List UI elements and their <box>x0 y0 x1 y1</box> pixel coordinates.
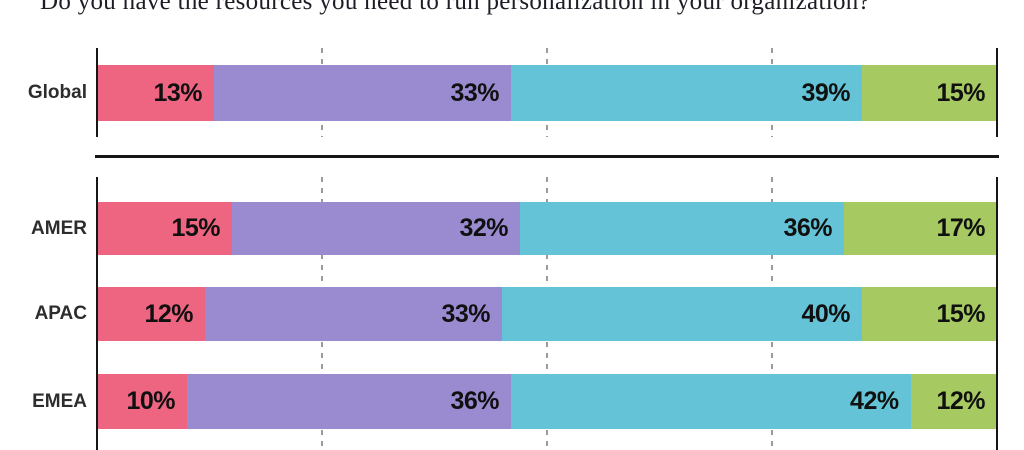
row-label-amer: AMER <box>31 217 87 239</box>
bar-row-global: Global 13% 33% 39% 15% <box>28 65 997 121</box>
segment-value-label: 36% <box>450 387 499 415</box>
axis-line-left <box>96 48 98 137</box>
axis-line-left <box>96 177 98 450</box>
segment-value-label: 17% <box>936 214 985 242</box>
bar-segment-3: 36% <box>520 202 844 255</box>
plot-regions: AMER 15% 32% 36% 17% APAC 12% 33% 40% 15% EMEA 10% 3… <box>31 177 998 450</box>
bar-rows-global: Global 13% 33% 39% 15% <box>28 48 997 137</box>
row-label-apac: APAC <box>34 303 87 324</box>
bar-segment-2: 33% <box>214 65 511 121</box>
group-separator-line <box>95 155 999 158</box>
axis-line-right <box>996 177 998 450</box>
segment-value-label: 15% <box>936 78 985 107</box>
segment-value-label: 36% <box>783 214 832 242</box>
segment-value-label: 39% <box>801 78 850 107</box>
segment-value-label: 33% <box>450 78 499 107</box>
bar-segment-1: 10% <box>97 374 187 429</box>
bar-segment-2: 32% <box>232 202 520 255</box>
bar-segment-4: 17% <box>844 202 997 255</box>
bar-row-amer: AMER 15% 32% 36% 17% <box>31 202 997 255</box>
segment-value-label: 13% <box>153 78 202 107</box>
segment-value-label: 12% <box>936 387 985 415</box>
bar-segment-1: 15% <box>97 202 232 255</box>
bar-segment-4: 15% <box>862 65 997 121</box>
segment-value-label: 33% <box>441 299 490 328</box>
chart-title: Do you have the resources you need to ru… <box>40 0 870 15</box>
segment-value-label: 15% <box>171 214 220 242</box>
segment-value-label: 42% <box>850 387 899 415</box>
bar-segment-1: 13% <box>97 65 214 121</box>
segment-value-label: 15% <box>936 299 985 328</box>
segment-value-label: 40% <box>801 299 850 328</box>
segment-value-label: 32% <box>459 214 508 242</box>
bar-segment-4: 12% <box>910 374 997 429</box>
bar-rows-regions: AMER 15% 32% 36% 17% APAC 12% 33% 40% 15% EMEA 10% 3… <box>31 177 997 450</box>
axis-line-right <box>996 48 998 137</box>
bar-segment-1: 12% <box>97 287 205 341</box>
segment-value-label: 12% <box>144 299 193 328</box>
bar-row-apac: APAC 12% 33% 40% 15% <box>35 287 997 341</box>
bar-segment-3: 40% <box>502 287 862 341</box>
row-label-global: Global <box>27 82 87 103</box>
bar-segment-2: 33% <box>205 287 502 341</box>
bar-segment-3: 39% <box>511 65 862 121</box>
segment-value-label: 10% <box>126 387 175 415</box>
plot-global: Global 13% 33% 39% 15% <box>28 48 998 137</box>
bar-segment-4: 15% <box>862 287 997 341</box>
bar-row-emea: EMEA 10% 36% 42% 12% <box>32 374 997 429</box>
bar-segment-3: 42% <box>511 374 911 429</box>
bar-segment-2: 36% <box>187 374 511 429</box>
row-label-emea: EMEA <box>32 390 87 412</box>
